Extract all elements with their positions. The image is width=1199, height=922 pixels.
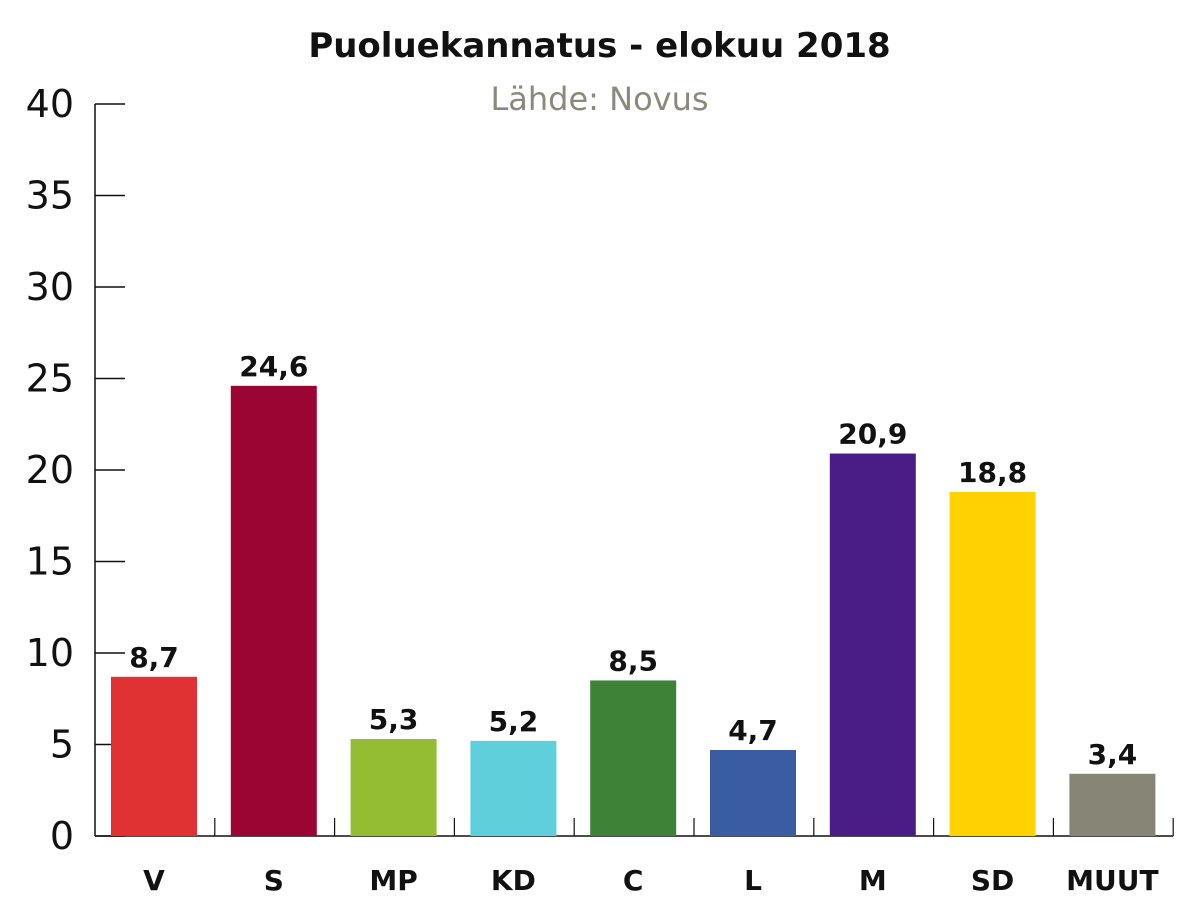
value-label-s: 24,6 [239,350,308,383]
bar-muut [1069,773,1156,836]
chart-title: Puoluekannatus - elokuu 2018 [308,26,891,66]
category-label-s: S [264,864,284,897]
y-tick-label: 30 [26,265,74,309]
y-tick-label: 15 [26,540,74,584]
value-label-c: 8,5 [608,644,658,677]
category-label-sd: SD [971,864,1014,897]
category-label-muut: MUUT [1066,864,1158,897]
bar-s [230,385,317,836]
y-tick-label: 35 [26,174,74,218]
y-tick-label: 25 [26,357,74,401]
bar-kd [470,740,557,836]
category-label-c: C [623,864,644,897]
category-label-l: L [744,864,762,897]
category-label-mp: MP [369,864,417,897]
category-label-m: M [859,864,887,897]
y-tick-label: 20 [26,448,74,492]
y-tick-label: 40 [26,82,74,126]
bars [111,385,1156,836]
category-labels: V S MP KD C L M SD MUUT [143,864,1158,897]
bar-c [590,680,677,836]
chart-subtitle: Lähde: Novus [490,80,709,118]
value-label-kd: 5,2 [489,705,539,738]
bar-m [829,453,916,836]
y-axis: 0 5 10 15 20 25 30 35 40 [26,82,125,858]
y-tick-label: 0 [50,814,74,858]
value-label-l: 4,7 [728,714,778,747]
value-labels: 8,7 24,6 5,3 5,2 8,5 4,7 20,9 18,8 3,4 [129,350,1137,771]
value-label-v: 8,7 [129,641,179,674]
value-label-m: 20,9 [838,418,907,451]
value-label-mp: 5,3 [369,703,419,736]
bar-mp [350,739,437,836]
y-tick-label: 5 [50,723,74,767]
value-label-sd: 18,8 [958,456,1027,489]
bar-sd [949,491,1036,836]
category-label-kd: KD [491,864,536,897]
y-tick-label: 10 [26,631,74,675]
category-label-v: V [143,864,165,897]
bar-v [111,676,197,836]
value-label-muut: 3,4 [1088,738,1138,771]
bar-l [710,749,796,836]
